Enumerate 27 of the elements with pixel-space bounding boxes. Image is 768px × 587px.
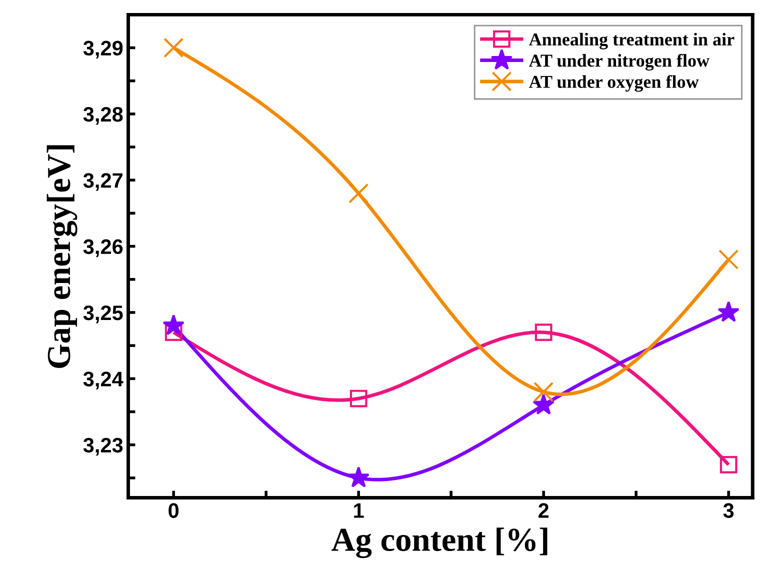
point [534,382,554,402]
point [162,314,185,336]
x-axis-title: Ag content [%] [332,528,548,558]
legend-label: AT under nitrogen flow [528,54,710,71]
y-tick-label: 3,26 [83,239,123,258]
point [348,183,369,204]
x-tick-label: 0 [168,503,179,518]
y-tick-label: 3,24 [83,372,124,390]
x-tick-label: 2 [538,503,549,518]
x-tick-label: 3 [723,503,734,518]
y-tick-label: 3,29 [83,40,123,59]
point [718,301,740,322]
y-tick-label: 3,23 [83,438,123,456]
point [720,456,738,474]
legend-label: Annealing treatment in air [528,32,734,50]
y-tick-label: 3,28 [83,106,123,125]
y-axis-title: Gap energy[eV] [46,145,78,368]
point [718,249,739,270]
y-tick-label: 3,27 [83,173,122,191]
point [348,466,370,488]
point [534,324,552,342]
x-tick-label: 1 [354,503,364,518]
y-tick-label: 3,25 [83,305,123,324]
legend-label: AT under oxygen flow [528,75,699,92]
point [350,390,368,408]
point [164,38,184,58]
point [532,394,555,415]
